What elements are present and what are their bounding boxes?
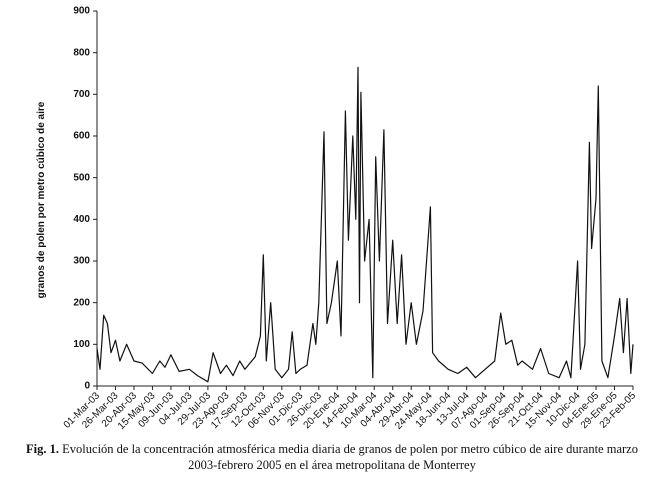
y-tick-label: 600 [73,131,90,142]
y-tick-label: 400 [73,214,90,225]
y-tick-label: 700 [73,89,90,100]
chart: 010020030040050060070080090001-Mar-0326-… [36,6,638,432]
y-tick-label: 800 [73,47,90,58]
caption-label: Fig. 1. [26,442,60,456]
y-tick-label: 300 [73,256,90,267]
caption: Fig. 1. Evolución de la concentración at… [10,441,654,473]
series-line [96,66,634,383]
y-tick-label: 100 [73,339,90,350]
y-tick-label: 200 [73,297,90,308]
y-tick-label: 0 [84,381,90,392]
y-tick-label: 900 [73,6,90,17]
y-tick-label: 500 [73,172,90,183]
y-axis-label: granos de polen por metro cúbico de aire [36,101,47,298]
caption-text: Evolución de la concentración atmosféric… [62,442,638,472]
